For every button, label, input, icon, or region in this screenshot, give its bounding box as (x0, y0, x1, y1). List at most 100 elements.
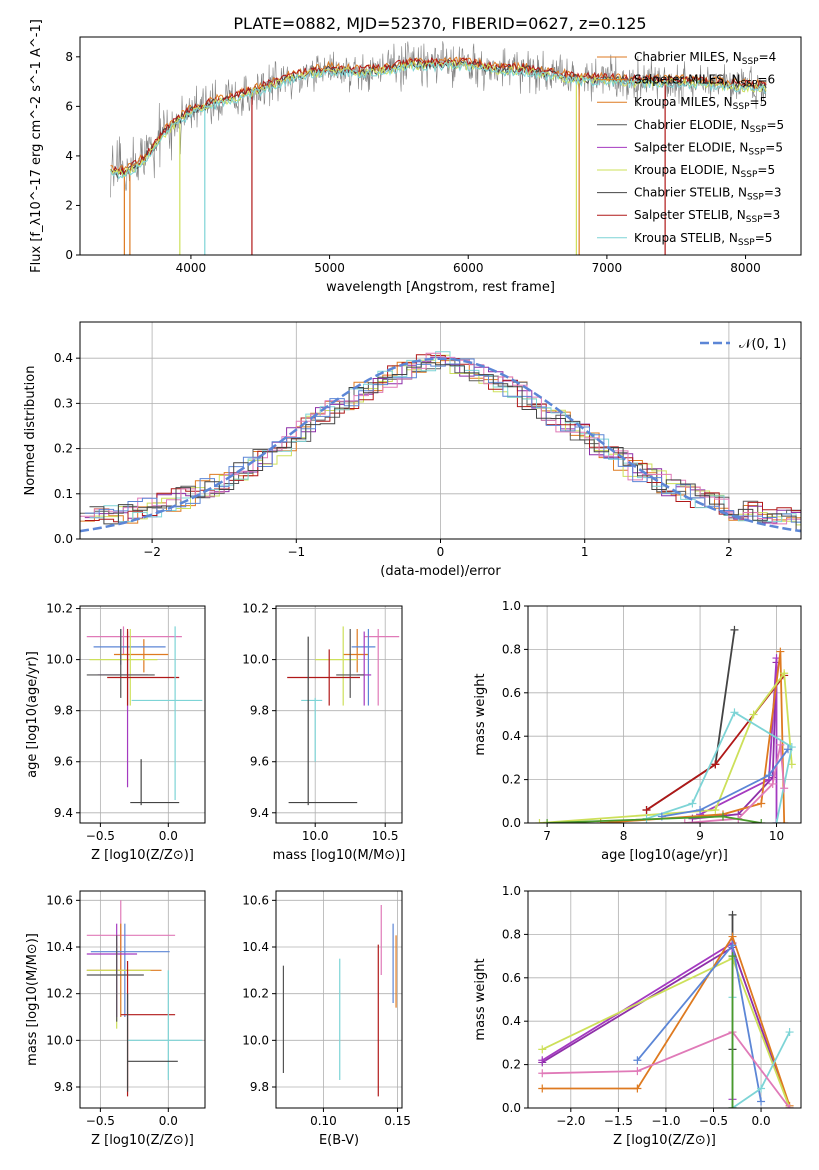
axes-frame (275, 605, 403, 824)
y-tick-label: 0.2 (502, 773, 521, 787)
x-tick-label: 10.0 (302, 829, 329, 843)
legend-label: Kroupa MILES, NSSP=5 (634, 95, 767, 112)
x-tick-label: 0 (437, 545, 445, 559)
y-tick-label: 10.4 (242, 940, 269, 954)
plot-area (538, 910, 794, 1108)
x-axis-label: (data-model)/error (380, 564, 501, 579)
legend-label: 𝒩(0, 1) (739, 337, 786, 352)
plot-area (86, 626, 203, 806)
chart-mass_vs_ebv: 0.10 0.15 9.8 10.0 10.2 10.4 10.6 E(B-V) (242, 890, 411, 1148)
weight-marker (538, 1084, 547, 1093)
weight-marker (680, 819, 689, 823)
residual-legend: 𝒩(0, 1) (700, 337, 786, 352)
x-axis-label: age [log10(age/yr)] (601, 848, 728, 863)
x-tick-label: −1.0 (651, 1114, 680, 1128)
y-axis-label: age [log10(age/yr)] (25, 651, 40, 778)
x-tick-label: 7000 (592, 261, 623, 275)
spectrum-model-line (110, 61, 767, 180)
x-axis-label: Z [log10(Z/Z⊙)] (91, 1133, 194, 1148)
plot-area (86, 900, 203, 1097)
x-axis-label: Z [log10(Z/Z⊙)] (613, 1133, 716, 1148)
y-axis-label: mass [log10(M/M⊙)] (25, 933, 40, 1066)
y-tick-label: 0.0 (502, 1101, 521, 1115)
y-tick-label: 0.2 (54, 442, 73, 456)
y-tick-label: 9.8 (54, 704, 73, 718)
weight-marker (535, 819, 544, 823)
histogram-step (89, 354, 801, 526)
legend-label: Chabrier ELODIE, NSSP=5 (634, 118, 784, 135)
y-tick-label: 9.4 (54, 806, 73, 820)
legend-label: Salpeter MILES, NSSP=6 (634, 73, 775, 90)
y-tick-label: 9.8 (250, 704, 269, 718)
y-tick-label: 4 (65, 149, 73, 163)
weight-marker (642, 805, 651, 814)
figure-title: PLATE=0882, MJD=52370, FIBERID=0627, z=0… (233, 14, 646, 33)
chart-weight_vs_age: 7 8 9 10 0.0 0.2 0.4 0.6 0.8 1.0 age [log10(age/yr… (473, 599, 802, 863)
y-tick-label: 8 (65, 50, 73, 64)
y-tick-label: 10.4 (46, 940, 73, 954)
y-tick-label: 9.8 (250, 1080, 269, 1094)
x-axis-label: E(B-V) (319, 1133, 359, 1148)
weight-marker (785, 1028, 794, 1037)
axes-frame (275, 890, 403, 1109)
x-tick-label: 4000 (176, 261, 207, 275)
x-tick-label: 0.15 (384, 1114, 411, 1128)
plot-area (80, 351, 801, 533)
y-tick-label: 10.6 (242, 893, 269, 907)
y-tick-label: 10.0 (46, 653, 73, 667)
weight-marker (728, 932, 737, 941)
y-tick-label: 0.1 (54, 487, 73, 501)
y-tick-label: 0.6 (502, 971, 521, 985)
x-tick-label: 0.0 (752, 1114, 771, 1128)
spectrum-data-line (110, 41, 767, 198)
axes-frame (79, 890, 206, 1109)
weight-marker (538, 1045, 547, 1054)
weight-series-line (699, 658, 778, 823)
x-tick-label: −1 (287, 545, 305, 559)
weight-marker (776, 647, 785, 656)
chart-age_vs_Z: −0.5 0.0 9.4 9.6 9.8 10.0 10.2 Z [log10(Z/Z⊙)] a… (25, 602, 206, 863)
y-tick-label: 10.2 (46, 602, 73, 616)
weight-series-line (600, 651, 786, 823)
y-axis-label: mass weight (473, 958, 488, 1040)
axes-frame (79, 605, 206, 824)
legend-label: Salpeter STELIB, NSSP=3 (634, 208, 780, 225)
weight-marker (728, 952, 737, 961)
y-axis-label: mass weight (473, 673, 488, 755)
axes-frame (527, 890, 802, 1109)
y-tick-label: 1.0 (502, 599, 521, 613)
weight-series-line (542, 1030, 791, 1108)
legend-label: Chabrier MILES, NSSP=4 (634, 50, 776, 67)
x-tick-label: 0.10 (310, 1114, 337, 1128)
plot-area (282, 905, 397, 1097)
chart-mass_vs_Z: −0.5 0.0 9.8 10.0 10.2 10.4 10.6 Z [log10(Z/Z⊙)… (25, 890, 206, 1148)
x-tick-label: 6000 (453, 261, 484, 275)
y-tick-label: 10.6 (46, 893, 73, 907)
weight-series-line (542, 934, 791, 1107)
legend-label: Chabrier STELIB, NSSP=3 (634, 186, 782, 203)
weight-series-line (539, 670, 793, 823)
histogram-step (89, 362, 801, 531)
y-tick-label: 1.0 (502, 884, 521, 898)
y-tick-label: 9.6 (54, 755, 73, 769)
weight-marker (633, 1067, 642, 1076)
y-tick-label: 6 (65, 99, 73, 113)
chart-weight_vs_Z: −2.0 −1.5 −1.0 −0.5 0.0 0.0 0.2 0.4 0.6 0.8 1.0 Z [… (473, 884, 802, 1148)
x-axis-label: Z [log10(Z/Z⊙)] (91, 848, 194, 863)
weight-marker (764, 771, 773, 780)
x-tick-label: 10.5 (372, 829, 399, 843)
legend-label: Salpeter ELODIE, NSSP=5 (634, 140, 783, 157)
axes-frame (79, 36, 802, 256)
weight-marker (780, 784, 789, 793)
weight-marker (749, 710, 758, 719)
x-axis-label: mass [log10(M/M⊙)] (273, 848, 406, 863)
legend-label: Kroupa STELIB, NSSP=5 (634, 231, 772, 248)
y-tick-label: 0.4 (54, 351, 73, 365)
x-tick-label: 0.0 (159, 829, 178, 843)
weight-series-line (661, 748, 789, 818)
y-tick-label: 10.0 (46, 1033, 73, 1047)
weight-marker (780, 669, 789, 678)
plot-area (535, 625, 796, 823)
weight-marker (757, 819, 766, 823)
